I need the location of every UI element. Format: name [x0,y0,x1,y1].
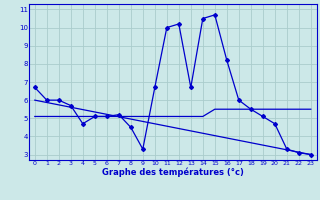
X-axis label: Graphe des températures (°c): Graphe des températures (°c) [102,167,244,177]
